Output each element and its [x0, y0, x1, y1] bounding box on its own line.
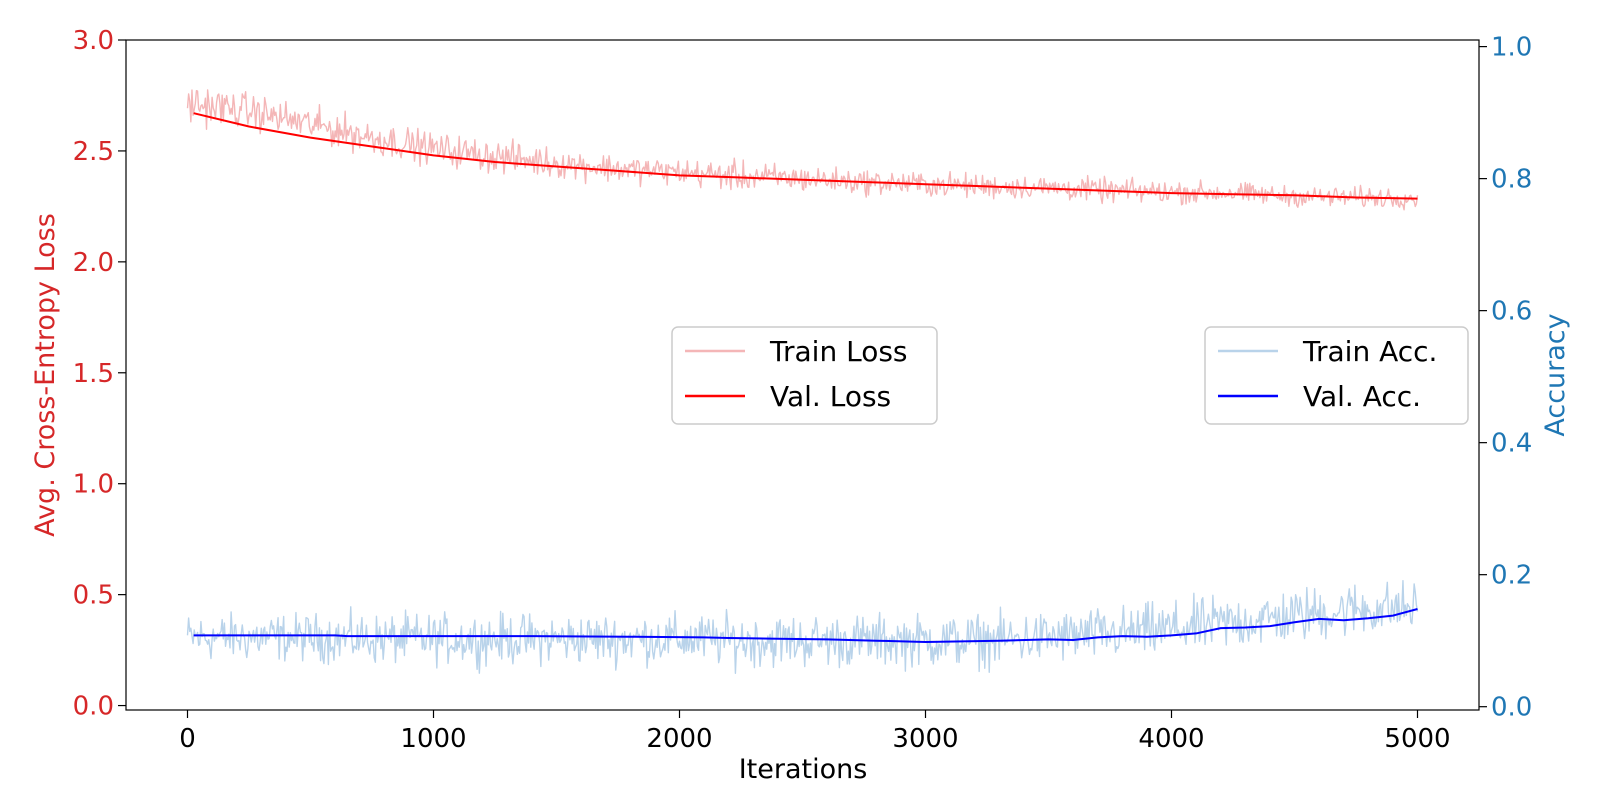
y-left-tick-label: 1.0 [73, 470, 114, 500]
legend-loss: Train Loss Val. Loss [671, 326, 938, 425]
legend-val-loss-label: Val. Loss [770, 380, 891, 413]
plot-area-frame [125, 39, 1480, 711]
y-right-tick-label: 0.2 [1491, 561, 1532, 591]
y-axis-right-title: Accuracy [1540, 313, 1571, 436]
x-tick-label: 0 [179, 724, 196, 754]
series-train-acc [186, 580, 1419, 674]
x-tick-label: 5000 [1384, 724, 1450, 754]
legend-accuracy: Train Acc. Val. Acc. [1204, 326, 1469, 425]
y-left-tick-label: 0.5 [73, 581, 114, 611]
x-tick-label: 4000 [1138, 724, 1204, 754]
y-axis-left-title: Avg. Cross-Entropy Loss [30, 213, 61, 537]
y-right-tick-label: 0.8 [1491, 165, 1532, 195]
series-train-loss [186, 89, 1419, 211]
x-tick-label: 1000 [400, 724, 466, 754]
x-axis-title: Iterations [739, 754, 868, 785]
x-axis: 0 1000 2000 3000 4000 5000 [179, 710, 1451, 754]
x-tick-label: 2000 [646, 724, 712, 754]
y-right-tick-label: 0.0 [1491, 693, 1532, 723]
legend-train-loss-label: Train Loss [769, 335, 908, 368]
y-right-tick-label: 0.4 [1491, 429, 1532, 459]
y-left-tick-label: 1.5 [73, 359, 114, 389]
series-val-acc [193, 608, 1418, 644]
x-tick-label: 3000 [892, 724, 958, 754]
y-left-tick-label: 2.0 [73, 248, 114, 278]
y-axis-right: 0.0 0.2 0.4 0.6 0.8 1.0 [1479, 33, 1532, 723]
y-left-tick-label: 2.5 [73, 137, 114, 167]
y-axis-left: 0.0 0.5 1.0 1.5 2.0 2.5 3.0 [73, 26, 126, 722]
y-left-tick-label: 0.0 [73, 692, 114, 722]
series-val-loss [193, 112, 1418, 200]
y-right-tick-label: 0.6 [1491, 297, 1532, 327]
y-left-tick-label: 3.0 [73, 26, 114, 56]
legend-train-acc-label: Train Acc. [1302, 335, 1437, 368]
legend-val-acc-label: Val. Acc. [1303, 380, 1421, 413]
plot-data-layer [186, 89, 1419, 674]
y-right-tick-label: 1.0 [1491, 33, 1532, 63]
